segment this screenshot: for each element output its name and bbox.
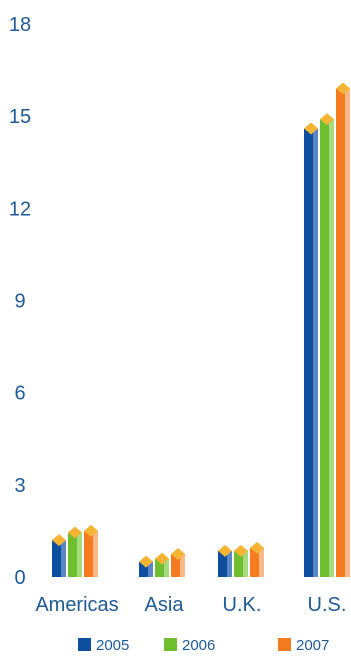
bar-side [243, 550, 248, 577]
bar-cap [139, 555, 153, 568]
bar-cap [320, 113, 334, 126]
bar-face [68, 532, 77, 577]
bar-cap [218, 544, 232, 557]
bar-face [250, 547, 259, 577]
bar [68, 526, 82, 577]
bar-face [320, 119, 329, 577]
bar-face [234, 550, 243, 577]
y-tick-label: 9 [14, 291, 25, 313]
bar-cap [250, 541, 264, 554]
legend-swatch [278, 638, 291, 651]
bars [52, 82, 350, 578]
bar-side [180, 553, 185, 577]
legend-item: 2005 [78, 637, 129, 654]
x-category-label: U.K. [223, 594, 262, 616]
bar [171, 547, 185, 577]
legend-swatch [164, 638, 177, 651]
bar-side [313, 128, 318, 577]
legend-item: 2007 [278, 637, 329, 654]
y-tick-label: 0 [14, 567, 25, 589]
bar-side [329, 119, 334, 577]
bar-face [155, 558, 164, 577]
y-tick-label: 15 [9, 106, 31, 128]
bar [320, 113, 334, 577]
y-axis: 0 3 6 9 12 15 18 [9, 14, 31, 589]
bar-face [218, 550, 227, 577]
y-tick-label: 3 [14, 475, 25, 497]
bar [250, 541, 264, 577]
bar [52, 534, 66, 577]
bar-cap [234, 544, 248, 557]
bar [218, 544, 232, 577]
bar-side [77, 532, 82, 577]
bar-face [304, 128, 313, 577]
y-tick-label: 6 [14, 383, 25, 405]
bar-side [345, 88, 350, 578]
bar [155, 552, 169, 577]
bar-side [227, 550, 232, 577]
bar-cap [68, 526, 82, 539]
legend-item: 2006 [164, 637, 215, 654]
bar-face [52, 540, 61, 577]
bar-cap [336, 82, 350, 95]
bar [304, 122, 318, 577]
bar-cap [304, 122, 318, 135]
bar-cap [84, 524, 98, 537]
bar-side [148, 561, 153, 577]
bar-side [93, 530, 98, 577]
bar-face [84, 530, 93, 577]
bar-cap [52, 534, 66, 547]
legend: 2005 2006 2007 [78, 637, 329, 654]
bar-face [139, 561, 148, 577]
x-axis: Americas Asia U.K. U.S. [35, 594, 346, 616]
legend-swatch [78, 638, 91, 651]
legend-label: 2007 [296, 637, 329, 654]
bar-side [259, 547, 264, 577]
legend-label: 2006 [182, 637, 215, 654]
bar-face [336, 88, 345, 578]
bar-cap [155, 552, 169, 565]
bar [234, 544, 248, 577]
x-category-label: Asia [145, 594, 185, 616]
bar-side [164, 558, 169, 577]
bar-cap [171, 547, 185, 560]
legend-label: 2005 [96, 637, 129, 654]
bar [139, 555, 153, 577]
y-tick-label: 18 [9, 14, 31, 36]
bar-side [61, 540, 66, 577]
y-tick-label: 12 [9, 198, 31, 220]
bar [84, 524, 98, 577]
bar-face [171, 553, 180, 577]
x-category-label: Americas [35, 594, 118, 616]
bar [336, 82, 350, 578]
x-category-label: U.S. [308, 594, 347, 616]
